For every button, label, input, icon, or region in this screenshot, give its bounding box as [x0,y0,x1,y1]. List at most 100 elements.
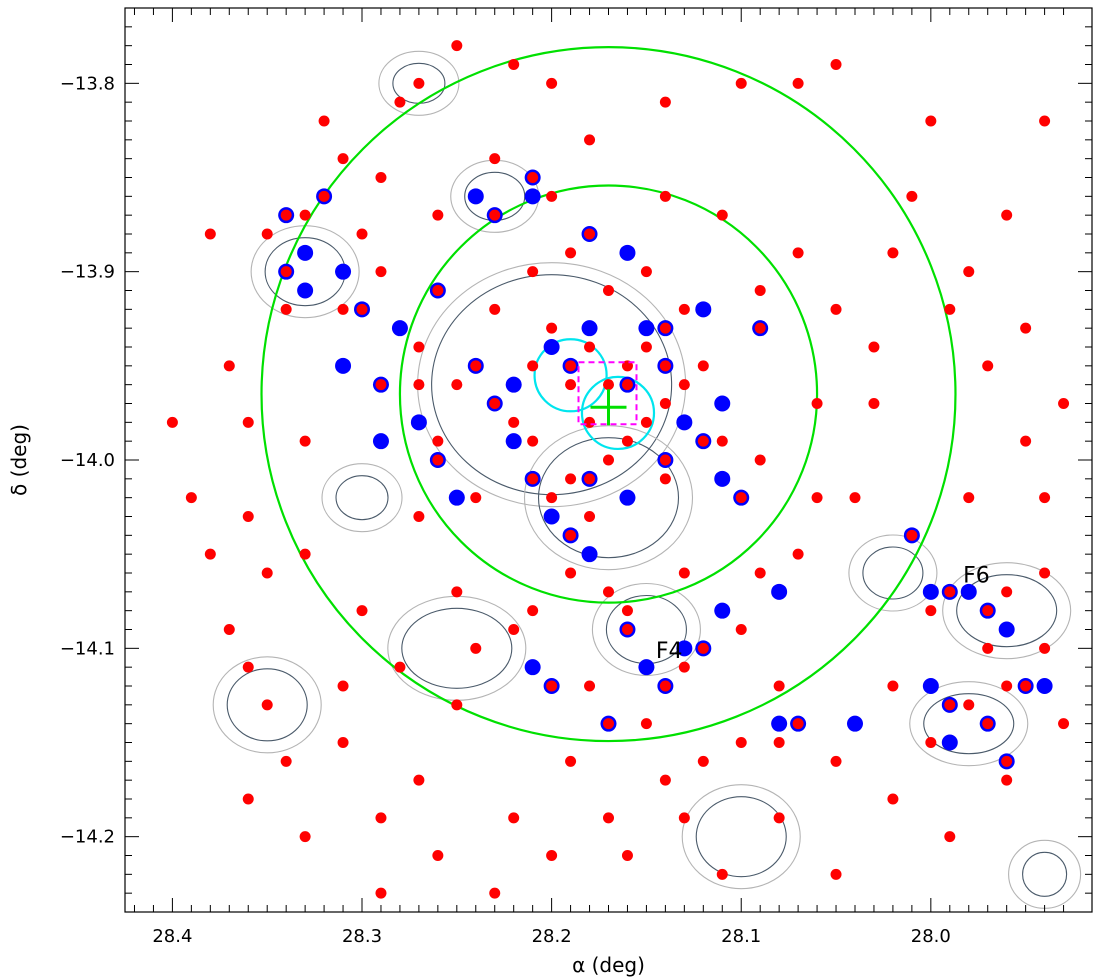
blue-point [714,395,731,412]
red-point [1001,680,1013,692]
red-point [792,718,804,730]
red-point [584,228,596,240]
red-point [508,624,520,635]
blue-point [524,659,541,676]
red-point [887,247,899,259]
red-point [944,586,956,598]
red-point [356,228,368,240]
red-point [242,511,254,522]
blue-point [505,433,522,450]
red-point [906,529,918,541]
red-point [640,718,652,730]
red-point [470,360,482,372]
red-point [375,266,387,278]
red-point [1039,492,1051,504]
red-point [546,680,558,692]
red-point [489,398,501,409]
contour-inner [695,796,787,878]
red-point [451,40,463,52]
red-point [394,661,406,673]
red-point [375,172,387,183]
red-point [299,548,311,560]
red-point [432,454,444,466]
red-point [868,341,880,353]
red-point [887,793,899,805]
red-point [1001,774,1013,786]
red-point [280,266,292,278]
red-point [982,360,994,372]
red-point [925,605,937,617]
y-tick-label: −14.2 [60,827,115,848]
red-point [1058,398,1070,409]
x-tick-label: 28.0 [911,926,951,947]
blue-point [922,678,939,694]
red-point [565,473,577,485]
red-point [811,398,823,409]
red-point [375,379,387,391]
red-point [166,416,178,428]
contour-inner [226,668,308,742]
red-point [621,605,633,617]
red-point [584,473,596,485]
red-point [413,511,425,522]
red-point [565,247,577,259]
red-point [527,605,539,617]
red-point [792,247,804,259]
y-tick-labels: −13.8 −13.9 −14.0 −14.1 −14.2 [60,73,115,847]
contour-inner [923,693,1015,755]
red-point [546,77,558,89]
red-point [261,228,273,240]
red-point [413,341,425,353]
annotation-label: F4 [656,639,683,664]
blue-point [297,282,314,299]
blue-point [638,320,655,337]
y-tick-label: −14.0 [60,450,115,471]
red-point [489,303,501,315]
red-point [318,115,330,127]
contour-inner [335,475,389,521]
red-point [337,737,349,748]
red-points-series [166,40,1070,899]
red-point [394,96,406,108]
contour-inner [537,437,680,559]
blue-point [676,414,693,431]
red-point [337,680,349,692]
red-point [242,793,254,805]
red-point [621,624,633,635]
red-point [432,285,444,296]
blue-point [505,376,522,393]
x-tick-label: 28.1 [721,926,761,947]
red-point [944,303,956,315]
red-point [299,209,311,221]
red-point [659,398,671,409]
red-point [1001,586,1013,598]
red-point [470,492,482,504]
blue-point [297,244,314,261]
red-point [356,303,368,315]
red-point [773,680,785,692]
red-point [546,492,558,504]
red-point [584,511,596,522]
red-point [678,303,690,315]
blue-point [581,320,598,337]
red-point [451,586,463,598]
contour-outer [909,681,1029,767]
y-tick-label: −13.8 [60,73,115,94]
contour-inner [401,607,513,689]
red-point [413,774,425,786]
red-point [527,266,539,278]
red-point [697,755,709,767]
red-point [565,567,577,579]
red-point [830,868,842,880]
red-point [792,77,804,89]
blue-point [960,583,977,600]
red-point [640,341,652,353]
red-point [678,379,690,391]
red-point [868,398,880,409]
contour-outer [523,425,694,571]
red-point [451,699,463,711]
red-point [584,134,596,146]
red-point [185,492,197,504]
blue-point [1036,678,1053,694]
